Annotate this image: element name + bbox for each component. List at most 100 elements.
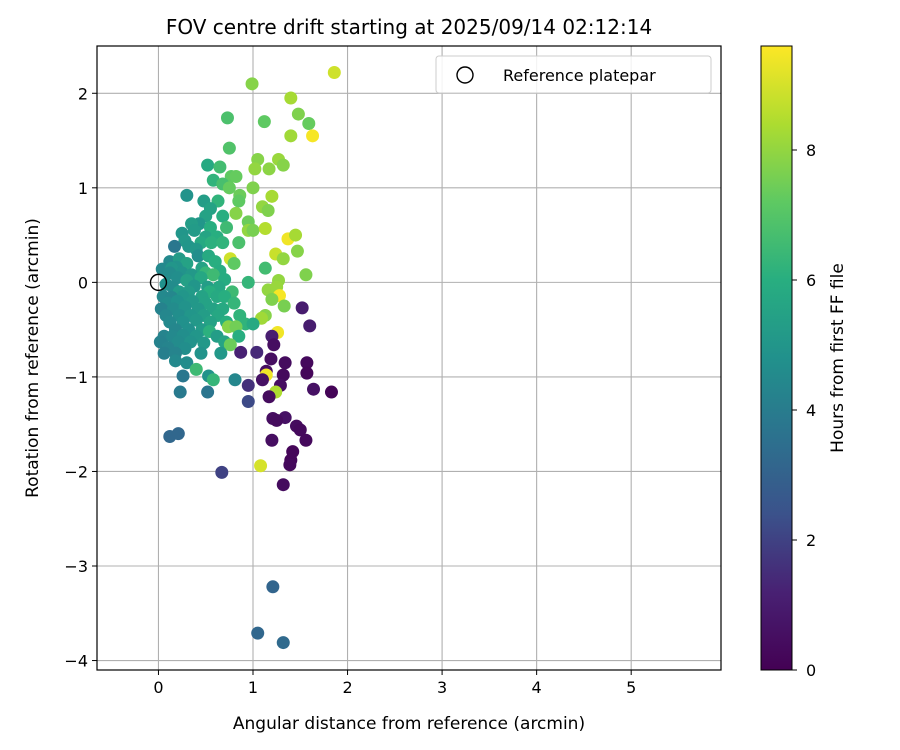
scatter-point: [278, 356, 292, 370]
scatter-point: [258, 261, 272, 275]
x-axis-label: Angular distance from reference (arcmin): [233, 714, 585, 734]
scatter-point: [295, 301, 309, 315]
scatter-point: [299, 268, 313, 282]
y-axis: −4 −3 −2 −1 0 1 2: [64, 84, 97, 671]
scatter-point: [213, 160, 227, 174]
scatter-point: [197, 336, 211, 350]
scatter-point: [276, 636, 290, 650]
x-tick-label: 2: [342, 678, 352, 697]
scatter-point: [291, 107, 305, 121]
colorbar-tick-label: 4: [806, 401, 816, 420]
scatter-point: [194, 346, 208, 360]
scatter-point: [246, 223, 260, 237]
scatter-point: [189, 362, 203, 376]
scatter-point: [218, 290, 232, 304]
scatter-point: [327, 65, 341, 79]
scatter-point: [245, 77, 259, 91]
scatter-point: [232, 194, 246, 208]
scatter-point: [250, 345, 264, 359]
scatter-point: [265, 292, 279, 306]
scatter-point: [180, 188, 194, 202]
scatter-point: [203, 315, 217, 329]
scatter-point: [173, 385, 187, 399]
scatter-point: [264, 352, 278, 366]
y-tick-label: −1: [64, 368, 88, 387]
scatter-point: [251, 626, 265, 640]
scatter-point: [276, 368, 290, 382]
scatter-point: [255, 373, 269, 387]
reference-platepar-marker: [149, 273, 168, 292]
scatter-point: [201, 158, 215, 172]
legend[interactable]: Reference platepar: [435, 55, 712, 94]
scatter-point: [257, 115, 271, 129]
scatter-point: [266, 580, 280, 594]
scatter-point: [307, 382, 321, 396]
scatter-point: [241, 378, 255, 392]
legend-marker-icon: [456, 66, 474, 84]
y-tick-label: 1: [78, 179, 88, 198]
scatter-point: [265, 189, 279, 203]
colorbar-ticks: 0 2 4 6 8: [792, 141, 816, 680]
scatter-point: [289, 228, 303, 242]
scatter-point: [204, 236, 218, 250]
scatter-point: [214, 346, 228, 360]
scatter-point: [168, 354, 182, 368]
scatter-point: [306, 129, 320, 143]
scatter-point: [302, 117, 316, 131]
scatter-point: [171, 427, 185, 441]
colorbar-tick-label: 2: [806, 531, 816, 550]
y-tick-label: 0: [78, 273, 88, 292]
scatter-point: [241, 275, 255, 289]
scatter-point: [293, 423, 307, 437]
scatter-point: [265, 433, 279, 447]
colorbar-gradient: [760, 45, 793, 671]
scatter-point: [246, 317, 260, 331]
colorbar-tick-label: 0: [806, 661, 816, 680]
data-points: [153, 65, 341, 650]
y-tick-label: −2: [64, 462, 88, 481]
y-tick-label: −4: [64, 652, 88, 671]
scatter-point: [187, 223, 201, 237]
scatter-point: [168, 239, 182, 253]
scatter-point: [220, 221, 234, 235]
scatter-point: [241, 394, 255, 408]
plot-frame: [96, 45, 722, 671]
scatter-point: [222, 181, 236, 195]
scatter-point: [223, 338, 237, 352]
colorbar-tick-label: 6: [806, 271, 816, 290]
scatter-point: [300, 366, 314, 380]
scatter-point: [290, 244, 304, 258]
scatter-point: [222, 141, 236, 155]
scatter-point: [284, 91, 298, 105]
scatter-point: [189, 313, 203, 327]
scatter-point: [276, 158, 290, 172]
scatter-point: [216, 236, 230, 250]
scatter-point: [228, 373, 242, 387]
scatter-point: [267, 338, 281, 352]
y-axis-label: Rotation from reference (arcmin): [23, 218, 43, 498]
colorbar-tick-label: 8: [806, 141, 816, 160]
scatter-point: [270, 413, 284, 427]
scatter-point: [157, 346, 171, 360]
y-tick-label: 2: [78, 84, 88, 103]
x-tick-label: 5: [626, 678, 636, 697]
legend-label: Reference platepar: [503, 66, 656, 85]
legend-box: [435, 55, 712, 94]
x-tick-label: 4: [532, 678, 542, 697]
scatter-point: [206, 373, 220, 387]
chart-title: FOV centre drift starting at 2025/09/14 …: [166, 15, 652, 39]
scatter-point: [262, 390, 276, 404]
scatter-point: [232, 329, 246, 343]
x-axis: 0 1 2 3 4 5: [153, 670, 636, 697]
colorbar-label: Hours from first FF file: [828, 263, 848, 453]
scatter-point: [227, 296, 241, 310]
scatter-point: [234, 345, 248, 359]
x-tick-label: 1: [248, 678, 258, 697]
scatter-point: [180, 356, 194, 370]
scatter-point: [246, 181, 260, 195]
scatter-point: [261, 204, 275, 218]
scatter-point: [258, 221, 272, 235]
scatter-point: [284, 129, 298, 143]
scatter-point: [176, 369, 190, 383]
